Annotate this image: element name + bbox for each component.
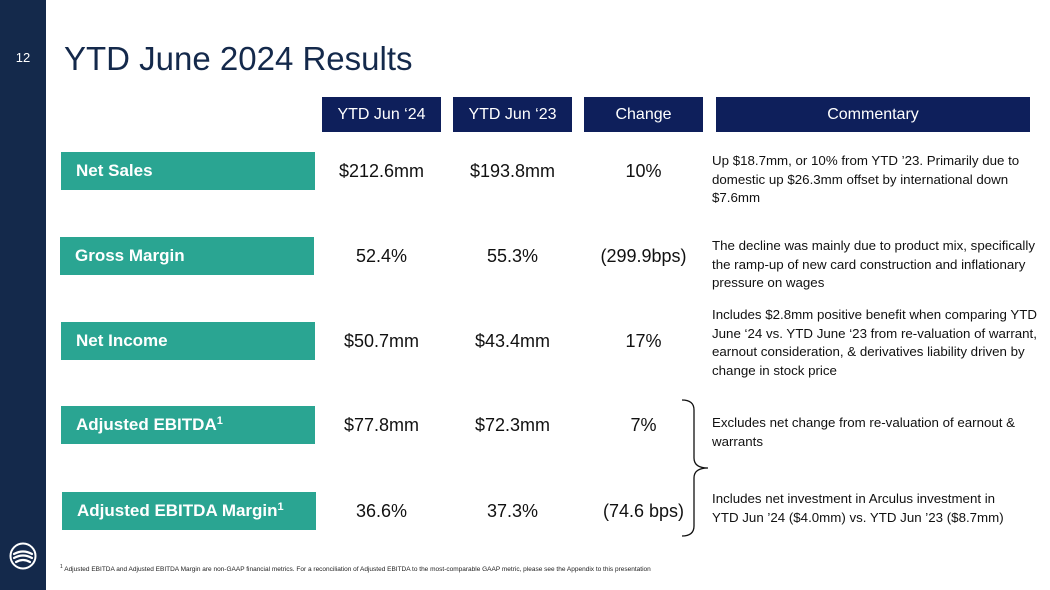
value-adjusted-ebitda-margin-change: (74.6 bps) (602, 501, 685, 521)
value-net-sales-ytd24: $212.6mm (338, 161, 425, 181)
header-commentary: Commentary (716, 97, 1030, 132)
page-title: YTD June 2024 Results (64, 40, 413, 77)
footnote-marker: 1 (60, 564, 63, 570)
metric-label-text: Net Income (76, 331, 168, 350)
metric-label-text: Adjusted EBITDA (76, 415, 217, 434)
metric-label-text: Gross Margin (75, 246, 185, 265)
value-net-sales-change: 10% (625, 161, 662, 181)
metric-label-adjusted-ebitda-margin: Adjusted EBITDA Margin1 (62, 492, 316, 530)
value-adjusted-ebitda-ytd24: $77.8mm (343, 415, 420, 435)
commentary-adjusted-ebitda: Excludes net change from re-valuation of… (712, 415, 1016, 449)
value-net-income-ytd24: $50.7mm (343, 331, 420, 351)
value-net-sales-ytd23: $193.8mm (469, 161, 556, 181)
right-brace-icon (681, 399, 709, 537)
footnote-text: Adjusted EBITDA and Adjusted EBITDA Marg… (64, 566, 651, 574)
header-change: Change (584, 97, 703, 132)
commentary-net-income: Includes $2.8mm positive benefit when co… (712, 307, 1037, 378)
value-adjusted-ebitda-margin-ytd23: 37.3% (486, 501, 539, 521)
value-net-income-change: 17% (625, 331, 662, 351)
footnote-marker: 1 (216, 415, 223, 427)
commentary-adjusted-ebitda-margin: Includes net investment in Arculus inves… (712, 491, 1004, 525)
commentary-net-sales: Up $18.7mm, or 10% from YTD ’23. Primari… (712, 153, 1020, 205)
metric-label-net-income: Net Income (61, 322, 315, 360)
metric-label-text: Net Sales (76, 161, 153, 180)
company-logo-icon (9, 542, 37, 570)
header-ytd-jun-24: YTD Jun ‘24 (322, 97, 441, 132)
value-net-income-ytd23: $43.4mm (474, 331, 551, 351)
footnote-marker: 1 (277, 501, 284, 513)
left-sidebar-band: 12 (0, 0, 46, 590)
commentary-gross-margin: The decline was mainly due to product mi… (712, 238, 1035, 290)
header-ytd-jun-23: YTD Jun ‘23 (453, 97, 572, 132)
metric-label-net-sales: Net Sales (61, 152, 315, 190)
metric-label-adjusted-ebitda: Adjusted EBITDA1 (61, 406, 315, 444)
value-gross-margin-change: (299.9bps) (600, 246, 687, 266)
value-adjusted-ebitda-ytd23: $72.3mm (474, 415, 551, 435)
value-gross-margin-ytd24: 52.4% (355, 246, 408, 266)
value-adjusted-ebitda-margin-ytd24: 36.6% (355, 501, 408, 521)
metric-label-gross-margin: Gross Margin (60, 237, 314, 275)
page-number: 12 (15, 50, 31, 65)
metric-label-text: Adjusted EBITDA Margin (77, 501, 278, 520)
value-gross-margin-ytd23: 55.3% (486, 246, 539, 266)
value-adjusted-ebitda-change: 7% (630, 415, 657, 435)
footnote: 1 Adjusted EBITDA and Adjusted EBITDA Ma… (60, 564, 651, 573)
